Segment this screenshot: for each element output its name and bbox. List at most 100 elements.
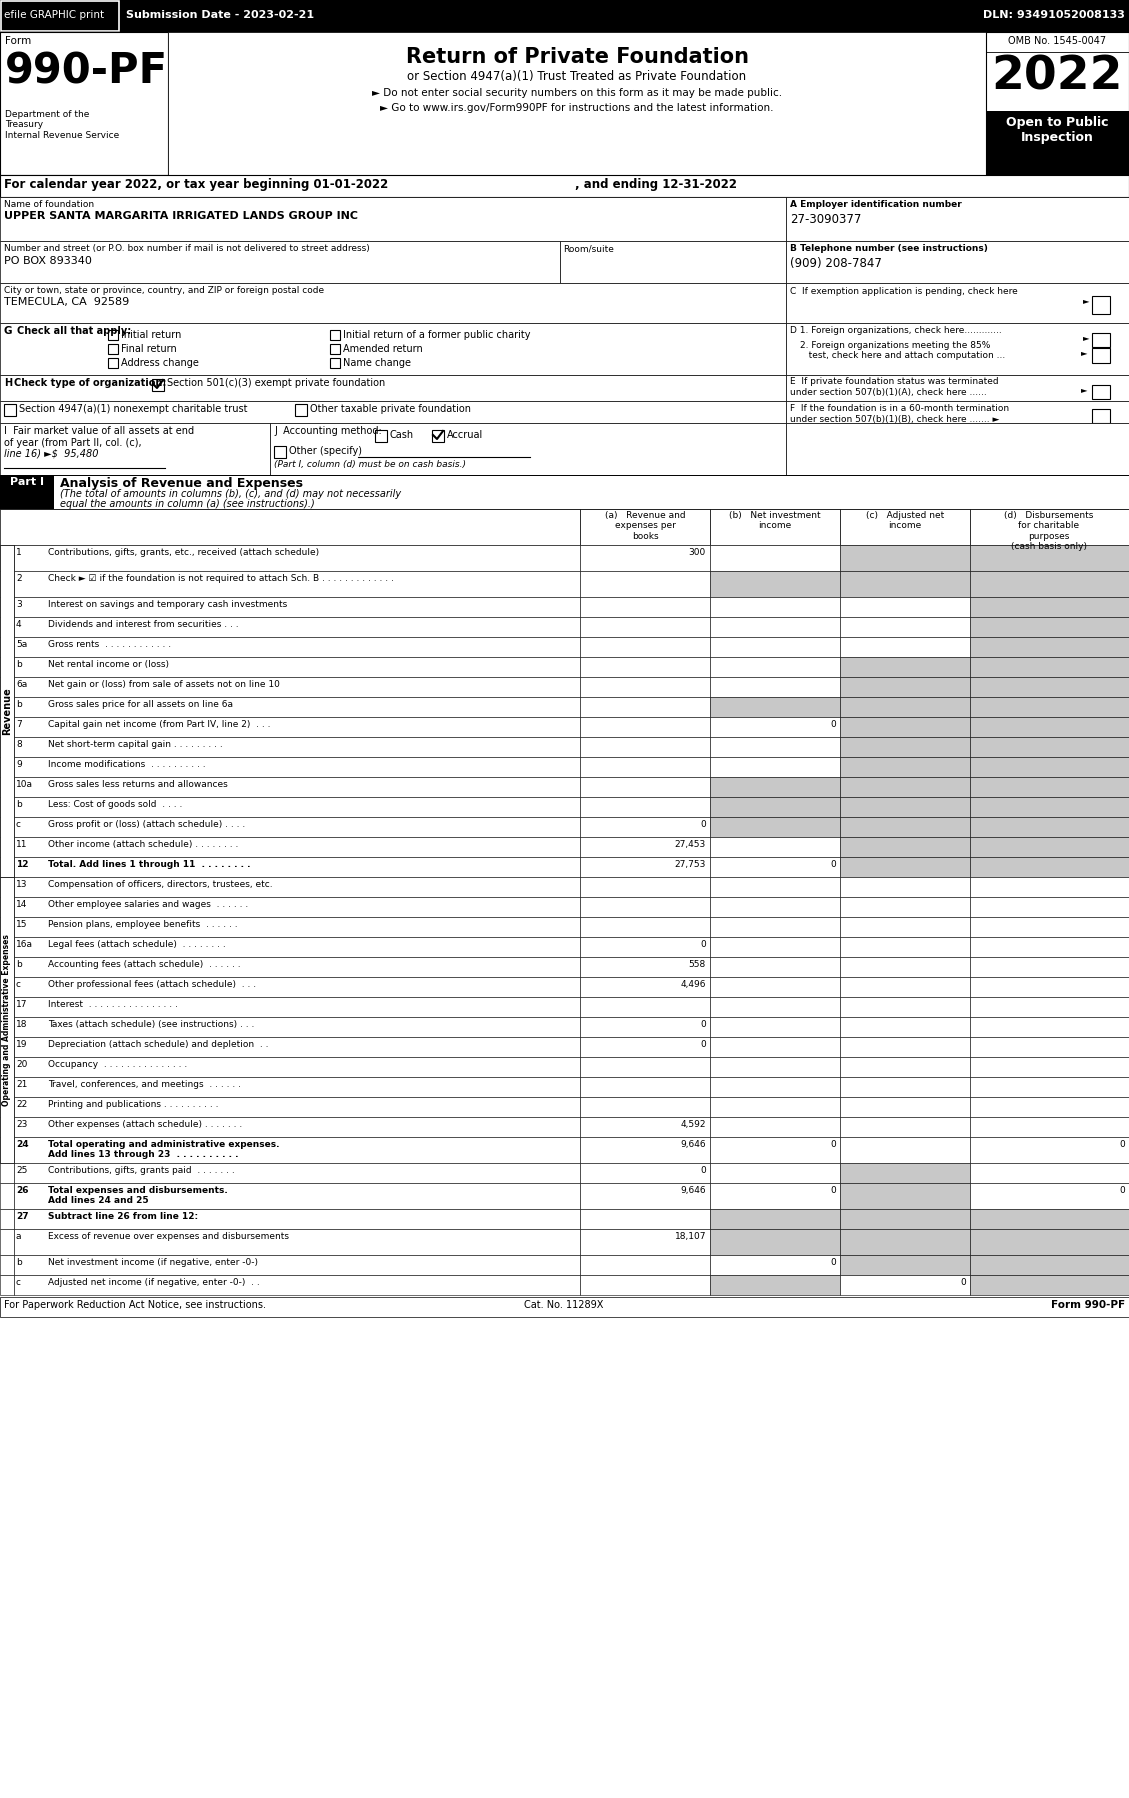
Text: 14: 14 [16, 901, 27, 910]
Text: 27-3090377: 27-3090377 [790, 212, 861, 227]
Bar [0, 1183, 14, 1208]
Text: 3: 3 [16, 601, 21, 610]
Bar [710, 1230, 840, 1255]
Bar [0, 1136, 14, 1163]
Bar [108, 358, 119, 369]
Text: Taxes (attach schedule) (see instructions) . . .: Taxes (attach schedule) (see instruction… [49, 1019, 254, 1028]
Bar [152, 379, 164, 390]
Bar [14, 858, 580, 877]
Text: 27,453: 27,453 [675, 840, 706, 849]
Text: E  If private foundation status was terminated: E If private foundation status was termi… [790, 378, 999, 387]
Text: J  Accounting method:: J Accounting method: [274, 426, 382, 435]
Text: ► Do not enter social security numbers on this form as it may be made public.: ► Do not enter social security numbers o… [371, 88, 782, 99]
Text: 2: 2 [16, 574, 21, 583]
Text: Cash: Cash [390, 430, 414, 441]
Text: Number and street (or P.O. box number if mail is not delivered to street address: Number and street (or P.O. box number if… [5, 245, 370, 254]
Text: 5a: 5a [16, 640, 27, 649]
Text: Analysis of Revenue and Expenses: Analysis of Revenue and Expenses [60, 476, 303, 491]
Text: Other professional fees (attach schedule)  . . .: Other professional fees (attach schedule… [49, 980, 256, 989]
Bar [580, 545, 710, 572]
Bar [14, 698, 580, 717]
Text: 22: 22 [16, 1100, 27, 1109]
Bar [14, 1117, 580, 1136]
Bar [786, 282, 1129, 324]
Text: Amended return: Amended return [343, 343, 422, 354]
Bar [970, 698, 1129, 717]
Bar [710, 998, 840, 1018]
Bar [710, 1077, 840, 1097]
Bar [0, 1117, 14, 1136]
Text: Net short-term capital gain . . . . . . . . .: Net short-term capital gain . . . . . . … [49, 741, 222, 750]
Text: Submission Date - 2023-02-21: Submission Date - 2023-02-21 [126, 11, 314, 20]
Text: I  Fair market value of all assets at end: I Fair market value of all assets at end [5, 426, 194, 435]
Text: Pension plans, employee benefits  . . . . . .: Pension plans, employee benefits . . . .… [49, 921, 237, 930]
Bar [710, 917, 840, 937]
Bar [0, 475, 54, 509]
Text: Travel, conferences, and meetings  . . . . . .: Travel, conferences, and meetings . . . … [49, 1081, 240, 1090]
Bar [0, 545, 14, 572]
Text: Income modifications  . . . . . . . . . .: Income modifications . . . . . . . . . . [49, 761, 205, 770]
Bar [580, 1097, 710, 1117]
Bar [14, 1163, 580, 1183]
Bar [710, 976, 840, 998]
Text: 4,592: 4,592 [681, 1120, 706, 1129]
Bar [840, 572, 970, 597]
Bar [840, 1255, 970, 1275]
Bar [330, 358, 340, 369]
Bar [580, 917, 710, 937]
Bar [14, 737, 580, 757]
Bar [14, 917, 580, 937]
Bar [580, 1057, 710, 1077]
Bar [710, 1097, 840, 1117]
Bar [0, 1296, 1129, 1316]
Bar [970, 757, 1129, 777]
Bar [0, 656, 14, 678]
Bar [0, 597, 14, 617]
Bar [14, 1037, 580, 1057]
Bar [580, 858, 710, 877]
Text: Revenue: Revenue [2, 687, 12, 735]
Bar [710, 797, 840, 816]
Bar [0, 698, 14, 717]
Text: 4,496: 4,496 [681, 980, 706, 989]
Bar [840, 1230, 970, 1255]
Text: Total expenses and disbursements.: Total expenses and disbursements. [49, 1187, 228, 1196]
Bar [0, 241, 560, 282]
Text: DLN: 93491052008133: DLN: 93491052008133 [983, 11, 1124, 20]
Text: 0: 0 [830, 1259, 835, 1268]
Text: 9,646: 9,646 [681, 1187, 706, 1196]
Bar [0, 1037, 14, 1057]
Bar [14, 757, 580, 777]
Bar [1092, 333, 1110, 347]
Text: Check ► ☑ if the foundation is not required to attach Sch. B . . . . . . . . . .: Check ► ☑ if the foundation is not requi… [49, 574, 394, 583]
Bar [970, 1077, 1129, 1097]
Bar [970, 797, 1129, 816]
Text: 24: 24 [16, 1140, 28, 1149]
Bar [1, 2, 119, 31]
Text: 1: 1 [16, 548, 21, 557]
Bar [330, 343, 340, 354]
Bar [710, 737, 840, 757]
Bar [970, 1037, 1129, 1057]
Text: Occupancy  . . . . . . . . . . . . . . .: Occupancy . . . . . . . . . . . . . . . [49, 1061, 187, 1070]
Text: 20: 20 [16, 1061, 27, 1070]
Bar [0, 757, 14, 777]
Bar [0, 937, 14, 957]
Bar [14, 1018, 580, 1037]
Bar [0, 198, 786, 241]
Text: (a)   Revenue and
expenses per
books: (a) Revenue and expenses per books [605, 511, 685, 541]
Text: 7: 7 [16, 719, 21, 728]
Text: B Telephone number (see instructions): B Telephone number (see instructions) [790, 245, 988, 254]
Text: (d)   Disbursements
for charitable
purposes
(cash basis only): (d) Disbursements for charitable purpose… [1005, 511, 1094, 552]
Text: 9,646: 9,646 [681, 1140, 706, 1149]
Bar [840, 1097, 970, 1117]
Bar [970, 1057, 1129, 1077]
Text: equal the amounts in column (a) (see instructions).): equal the amounts in column (a) (see ins… [60, 500, 315, 509]
Text: OMB No. 1545-0047: OMB No. 1545-0047 [1008, 36, 1106, 47]
Bar [970, 636, 1129, 656]
Bar [970, 1183, 1129, 1208]
Text: Other (specify): Other (specify) [289, 446, 362, 457]
Bar [0, 1018, 14, 1037]
Bar [840, 897, 970, 917]
Text: Room/suite: Room/suite [563, 245, 614, 254]
